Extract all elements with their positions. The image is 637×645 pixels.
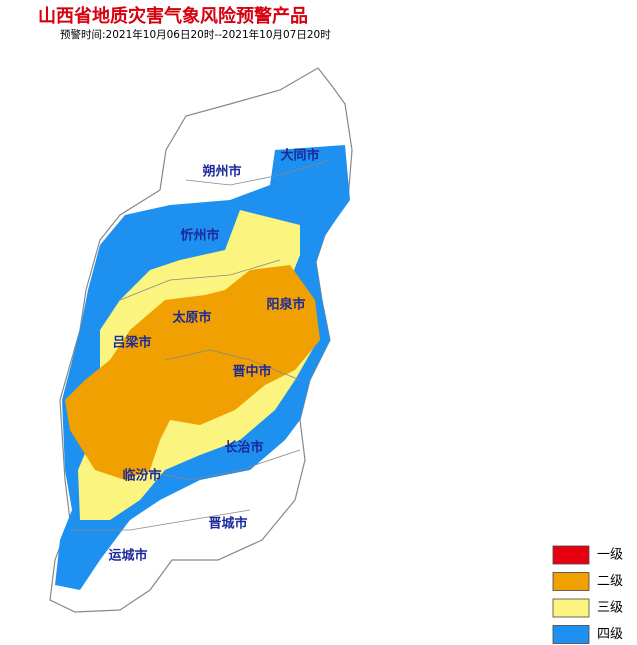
legend-label: 四级 bbox=[597, 627, 623, 642]
city-label: 临汾市 bbox=[122, 468, 161, 484]
city-label: 运城市 bbox=[108, 548, 147, 564]
subtitle: 预警时间:2021年10月06日20时--2021年10月07日20时 bbox=[60, 28, 331, 41]
city-label: 吕梁市 bbox=[112, 335, 151, 351]
legend-swatch bbox=[552, 545, 590, 565]
province-map bbox=[49, 67, 353, 613]
title: 山西省地质灾害气象风险预警产品 bbox=[38, 5, 308, 27]
legend-label: 二级 bbox=[597, 574, 623, 589]
city-label: 晋城市 bbox=[208, 516, 247, 532]
city-label: 晋中市 bbox=[232, 364, 271, 380]
city-borders bbox=[185, 159, 331, 186]
city-label: 忻州市 bbox=[180, 228, 219, 244]
city-label: 太原市 bbox=[171, 310, 211, 326]
legend-label: 三级 bbox=[597, 601, 623, 616]
legend-label: 一级 bbox=[597, 548, 623, 563]
level2-area bbox=[65, 265, 320, 480]
city-label: 长治市 bbox=[224, 440, 263, 456]
city-borders bbox=[164, 349, 301, 381]
city-label: 大同市 bbox=[280, 148, 319, 164]
legend-swatch bbox=[552, 572, 590, 591]
legend-swatch bbox=[552, 598, 590, 618]
city-borders bbox=[70, 509, 251, 531]
city-label: 朔州市 bbox=[202, 164, 241, 180]
city-borders bbox=[139, 449, 301, 481]
city-label: 阳泉市 bbox=[266, 297, 305, 313]
city-borders bbox=[119, 259, 281, 301]
legend-swatch bbox=[552, 625, 590, 644]
